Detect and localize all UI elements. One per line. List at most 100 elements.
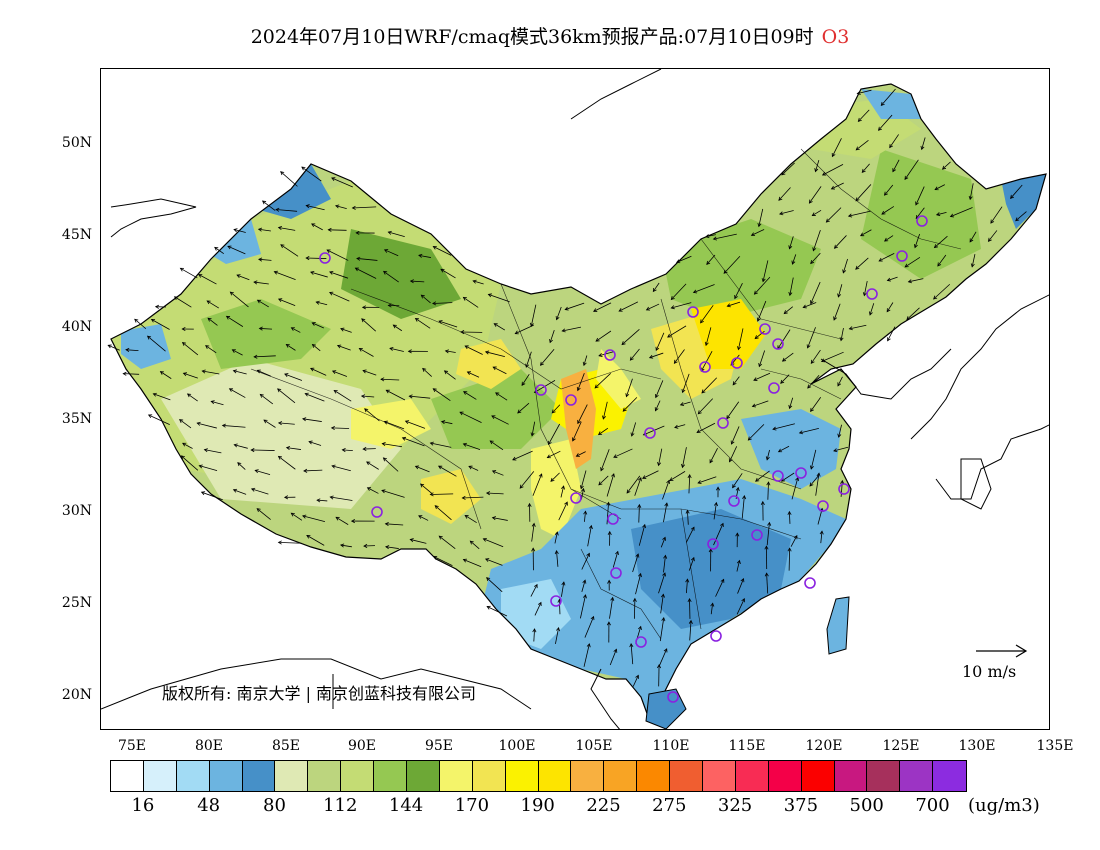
wind-vector-head [735, 532, 740, 537]
wind-vector [934, 235, 948, 248]
wind-vector [697, 476, 717, 484]
wind-vector [778, 445, 790, 453]
lat-label: 45N [61, 227, 92, 243]
wind-vector [577, 404, 588, 424]
wind-vector [754, 276, 771, 295]
wind-vector-head [886, 277, 891, 282]
station-marker [838, 483, 850, 495]
wind-vector [600, 449, 610, 471]
wind-vector-head [970, 263, 975, 268]
wind-vector [384, 421, 405, 430]
wind-vector-head [987, 237, 992, 242]
wind-vector [306, 535, 325, 546]
station-marker [728, 495, 740, 507]
legend-swatch [604, 761, 638, 791]
wind-vector-head [732, 484, 736, 489]
wind-vector [233, 370, 247, 375]
wind-vector-head [833, 448, 838, 453]
wind-vector [848, 210, 871, 217]
wind-vector-head [690, 526, 695, 531]
wind-vector-head [440, 420, 446, 425]
wind-vector-head [747, 436, 752, 441]
wind-vector [432, 302, 453, 304]
wind-vector-head [904, 263, 909, 268]
wind-vector [781, 472, 795, 482]
wind-vector-head [756, 317, 761, 322]
wind-vector [418, 254, 431, 258]
wind-vector-head [793, 534, 798, 540]
wind-vector [908, 278, 924, 283]
wind-vector [705, 234, 716, 238]
wind-vector-head [819, 530, 824, 535]
wind-vector [257, 299, 269, 308]
wind-vector-head [366, 487, 372, 491]
wind-vector-head [868, 311, 873, 316]
wind-vector-head [550, 477, 555, 482]
wind-vector [415, 465, 430, 473]
wind-vector-head [491, 415, 496, 419]
wind-vector [593, 302, 612, 312]
wind-vector-head [250, 487, 256, 492]
wind-vector-head [700, 319, 704, 324]
legend-swatch [538, 761, 572, 791]
wind-vector-head [577, 419, 581, 425]
wind-vector-head [935, 212, 941, 217]
wind-vector [635, 573, 642, 595]
wind-vector [758, 350, 766, 367]
wind-vector-head [781, 357, 787, 362]
wind-vector [971, 254, 976, 267]
legend-swatch [143, 761, 177, 791]
wind-vector [849, 324, 867, 330]
wind-vector-head [181, 342, 187, 346]
wind-vector [565, 302, 585, 310]
wind-vector-head [401, 436, 407, 441]
wind-vector [799, 427, 819, 434]
wind-vector [108, 344, 120, 351]
wind-vector [741, 495, 745, 519]
wind-vector [638, 524, 646, 546]
copyright-text: 版权所有: 南京大学 | 南京创蓝科技有限公司 [162, 684, 477, 703]
wind-vector-head [362, 369, 367, 374]
wind-vector [833, 303, 841, 321]
wind-vector [556, 550, 559, 567]
wind-vector [838, 424, 842, 438]
wind-vector-head [602, 415, 606, 420]
wind-vector-head [892, 168, 897, 173]
lat-label: 30N [61, 503, 92, 519]
wind-vector [531, 421, 536, 436]
wind-vector-head [362, 446, 367, 451]
wind-vector [855, 139, 869, 151]
wind-vector-head [459, 411, 464, 416]
station-marker [772, 338, 784, 350]
wind-vector-head [821, 171, 827, 176]
wind-vector [584, 616, 594, 638]
wind-vector [751, 229, 765, 236]
wind-vector [884, 235, 894, 242]
wind-vector-head [551, 409, 556, 414]
wind-vector-head [432, 555, 438, 560]
wind-vector [263, 419, 276, 428]
wind-vector [820, 531, 823, 544]
wind-vector-head [857, 117, 862, 122]
wind-vector [229, 388, 246, 398]
wind-vector-head [554, 531, 559, 536]
wind-vector [303, 469, 323, 472]
wind-vector [463, 559, 482, 568]
wind-vector-head [418, 515, 423, 519]
wind-vector-head [654, 407, 659, 412]
wind-vector-head [259, 393, 264, 398]
wind-vector-head [210, 400, 215, 405]
wind-vector-head [356, 256, 361, 261]
wind-vector-head [594, 384, 599, 389]
wind-vector-head [315, 300, 320, 305]
wind-vector [548, 423, 560, 445]
wind-vector [202, 370, 220, 375]
wind-vector [148, 414, 170, 426]
wind-vector-head [261, 200, 267, 205]
wind-vector-head [588, 524, 593, 530]
wind-vector [305, 393, 325, 402]
wind-vector [803, 302, 817, 308]
wind-vector-head [816, 472, 821, 477]
wind-vector-head [329, 495, 334, 500]
wind-vector [737, 578, 744, 594]
